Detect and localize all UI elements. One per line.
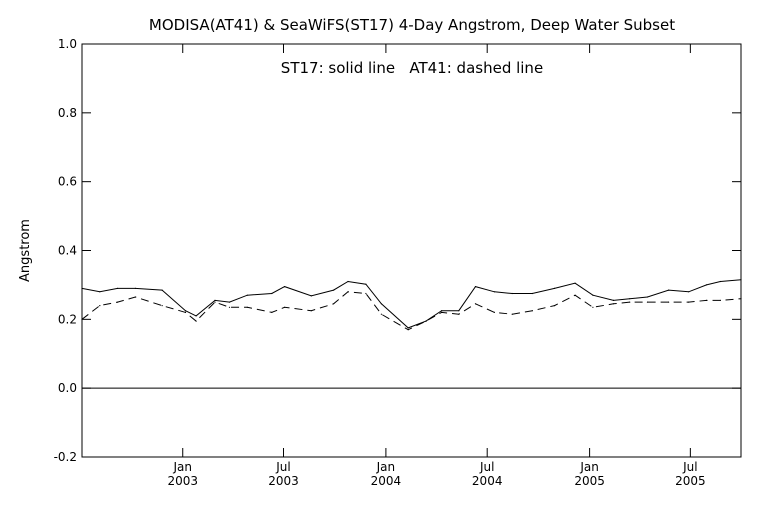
at41-data-point — [310, 310, 312, 312]
st17-data-point — [592, 294, 594, 296]
st17-data-point — [629, 298, 631, 300]
st17-data-point — [246, 294, 248, 296]
st17-data-point — [458, 310, 460, 312]
at41-data-point — [246, 306, 248, 308]
chart-title: MODISA(AT41) & SeaWiFS(ST17) 4-Day Angst… — [149, 16, 675, 34]
x-tick-month: Jan — [376, 460, 396, 474]
st17-solid-series-line — [81, 279, 742, 329]
y-tick-label: 0.6 — [58, 175, 77, 189]
st17-data-point — [705, 284, 708, 286]
at41-data-point — [668, 301, 670, 303]
at41-data-point — [629, 301, 631, 303]
at41-data-point — [441, 311, 443, 313]
st17-data-point — [214, 299, 216, 301]
st17-data-point — [347, 280, 349, 283]
st17-data-point — [271, 292, 273, 295]
y-tick-label: 0.2 — [58, 312, 77, 326]
at41-data-point — [474, 303, 477, 305]
x-tick-month: Jan — [579, 460, 599, 474]
x-tick-year: 2005 — [574, 474, 605, 488]
st17-data-point — [161, 289, 163, 291]
st17-data-point — [493, 291, 495, 293]
st17-data-point — [284, 286, 286, 288]
at41-data-point — [719, 299, 722, 301]
y-tick-label: 0.0 — [58, 381, 77, 395]
st17-data-point — [574, 282, 576, 284]
at41-dashed-series-line — [81, 291, 742, 331]
st17-data-point — [531, 292, 533, 295]
at41-data-point — [425, 320, 427, 322]
plot-frame — [81, 43, 742, 458]
at41-data-point — [531, 310, 533, 312]
at41-data-point — [161, 305, 163, 307]
st17-data-point — [228, 301, 231, 303]
at41-data-point — [184, 311, 187, 313]
st17-data-point — [612, 299, 615, 301]
at41-data-point — [493, 311, 495, 313]
x-tick-year: 2004 — [371, 474, 402, 488]
y-tick-label: 0.4 — [58, 244, 77, 258]
at41-data-point — [271, 311, 273, 313]
y-tick-label: 0.8 — [58, 106, 77, 120]
series-style-note: ST17: solid line AT41: dashed line — [281, 59, 543, 77]
x-tick-year: 2004 — [472, 474, 503, 488]
at41-data-point — [574, 294, 576, 296]
at41-data-point — [688, 301, 690, 303]
at41-data-point — [333, 303, 335, 305]
at41-data-point — [553, 305, 556, 307]
st17-data-point — [740, 279, 742, 281]
st17-data-point — [117, 287, 119, 289]
at41-data-point — [592, 306, 594, 308]
at41-data-point — [612, 303, 615, 305]
st17-data-point — [380, 303, 382, 305]
st17-data-point — [407, 327, 409, 329]
at41-data-point — [99, 305, 101, 307]
st17-data-point — [441, 310, 443, 312]
at41-data-point — [646, 301, 649, 303]
at41-data-point — [284, 306, 286, 308]
x-tick-month: Jul — [479, 460, 494, 474]
st17-data-point — [553, 287, 556, 289]
y-axis-label: Angstrom — [18, 219, 33, 282]
at41-data-point — [228, 306, 231, 308]
at41-data-point — [117, 301, 119, 303]
st17-data-point — [310, 295, 312, 297]
at41-data-point — [705, 299, 708, 301]
st17-data-point — [184, 310, 187, 312]
x-tick-year: 2003 — [268, 474, 299, 488]
st17-data-point — [646, 296, 649, 298]
x-tick-month: Jul — [275, 460, 290, 474]
at41-data-point — [347, 291, 349, 293]
at41-data-point — [740, 298, 742, 300]
at41-data-point — [214, 301, 216, 303]
x-tick-month: Jul — [682, 460, 697, 474]
st17-data-point — [688, 291, 690, 293]
st17-data-point — [719, 280, 722, 283]
x-tick-year: 2005 — [675, 474, 706, 488]
st17-data-point — [668, 289, 670, 291]
st17-data-point — [81, 287, 83, 289]
st17-data-point — [99, 291, 101, 293]
st17-data-point — [134, 287, 136, 289]
at41-data-point — [407, 329, 409, 331]
at41-data-point — [195, 320, 197, 322]
at41-data-point — [458, 313, 460, 315]
at41-data-point — [380, 313, 382, 315]
y-tick-label: -0.2 — [54, 450, 77, 464]
st17-data-point — [195, 315, 197, 317]
at41-data-point — [511, 313, 513, 315]
st17-data-point — [333, 289, 335, 291]
at41-data-point — [81, 318, 83, 320]
y-tick-label: 1.0 — [58, 37, 77, 51]
x-tick-month: Jan — [172, 460, 192, 474]
st17-data-point — [474, 286, 477, 288]
st17-data-point — [365, 283, 367, 285]
st17-data-point — [511, 292, 513, 295]
at41-data-point — [134, 296, 136, 298]
plot-area: -0.20.00.20.40.60.81.0Jan2003Jul2003Jan2… — [54, 37, 742, 488]
at41-data-point — [365, 292, 367, 295]
x-tick-year: 2003 — [167, 474, 198, 488]
